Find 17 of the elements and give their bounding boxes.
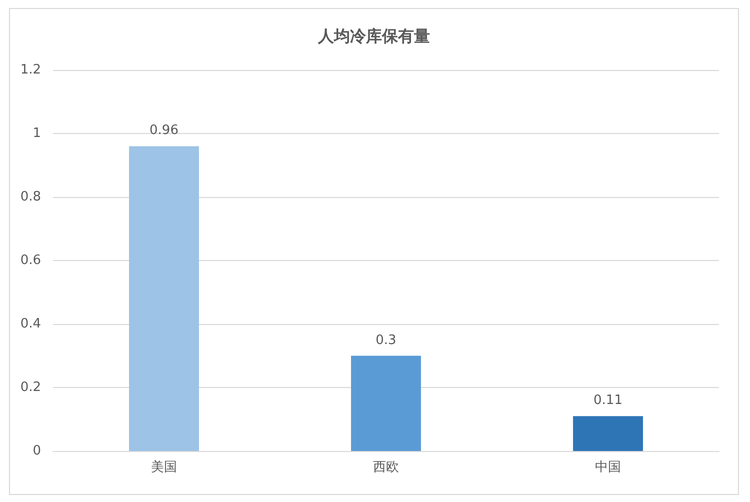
- bar: [573, 416, 643, 451]
- data-label: 0.3: [376, 332, 396, 348]
- y-tick-label: 0.8: [20, 190, 41, 204]
- y-tick-label: 0.4: [20, 316, 41, 332]
- chart-title: 人均冷库保有量: [317, 26, 430, 46]
- x-tick-label: 中国: [595, 460, 621, 475]
- y-tick-label: 1: [32, 126, 41, 141]
- bar: [351, 356, 421, 451]
- x-tick-label: 西欧: [373, 460, 399, 475]
- y-tick-label: 0.6: [20, 253, 41, 268]
- y-tick-label: 0.2: [20, 380, 41, 395]
- bar: [129, 146, 199, 451]
- y-tick-label: 1.2: [20, 62, 41, 78]
- y-tick-label: 0: [32, 444, 41, 458]
- data-label: 0.96: [150, 123, 178, 138]
- x-tick-label: 美国: [151, 459, 177, 475]
- data-label: 0.11: [594, 393, 622, 408]
